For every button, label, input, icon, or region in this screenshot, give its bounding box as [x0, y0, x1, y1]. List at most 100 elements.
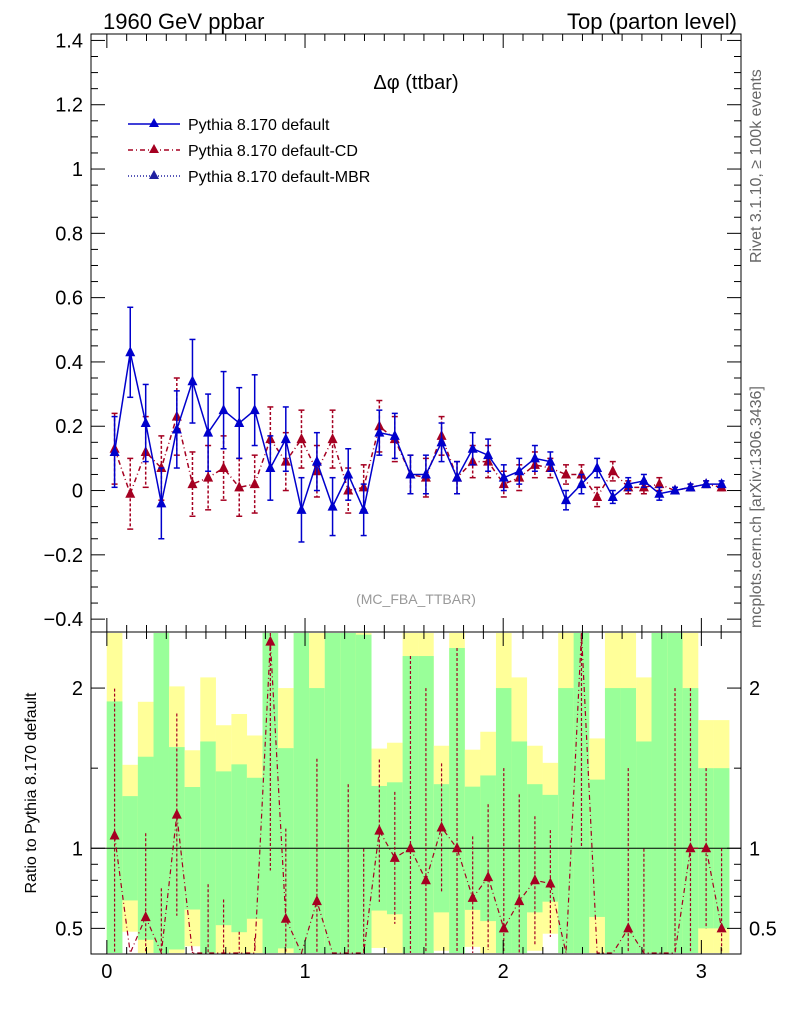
- ratio-point-cd: [265, 635, 276, 646]
- point-default: [218, 404, 229, 415]
- series-default: [109, 306, 727, 543]
- uncertainty-band-inner: [200, 741, 216, 953]
- analysis-tag: (MC_FBA_TTBAR): [356, 591, 476, 607]
- point-default: [374, 426, 385, 437]
- point-default: [296, 503, 307, 514]
- series-cd: [109, 377, 727, 530]
- uncertainty-band-inner: [340, 633, 357, 953]
- point-cd: [561, 468, 572, 479]
- point-default: [171, 423, 182, 434]
- legend-item-cd: Pythia 8.170 default-CD: [128, 143, 358, 160]
- point-default: [265, 462, 276, 473]
- ratio-point-cd: [109, 829, 120, 840]
- point-default: [156, 497, 167, 508]
- ratio-point-cd: [140, 911, 151, 922]
- header-right: Top (parton level): [567, 9, 737, 34]
- point-default: [203, 426, 214, 437]
- point-default: [327, 500, 338, 511]
- ratio-y-tick-label-left: 1: [72, 838, 83, 860]
- ratio-y-tick-label-right: 1: [749, 838, 760, 860]
- point-default: [140, 417, 151, 428]
- y-tick-label: 0.2: [55, 416, 83, 438]
- point-default: [576, 478, 587, 489]
- y-tick-label: −0.2: [44, 545, 83, 567]
- ratio-point-cd: [420, 874, 431, 885]
- uncertainty-band-inner: [636, 741, 652, 953]
- chart-title: Δφ (ttbar): [373, 72, 458, 94]
- point-cd: [249, 478, 260, 489]
- ratio-point-cd: [529, 874, 540, 885]
- header-left: 1960 GeV ppbar: [103, 9, 264, 34]
- uncertainty-band-inner: [324, 633, 341, 953]
- ratio-point-cd: [716, 922, 727, 933]
- x-tick-label: 1: [299, 961, 310, 983]
- ratio-line-cd: [113, 632, 723, 954]
- point-default: [623, 478, 634, 489]
- point-cd: [187, 478, 198, 489]
- point-cd: [592, 490, 603, 501]
- point-cd: [234, 481, 245, 492]
- x-tick-label: 2: [498, 961, 509, 983]
- point-cd: [576, 468, 587, 479]
- point-cd: [156, 462, 167, 473]
- point-default: [685, 481, 696, 492]
- uncertainty-band-inner: [651, 633, 668, 953]
- uncertainty-band-inner: [106, 701, 123, 953]
- legend-label-cd: Pythia 8.170 default-CD: [188, 143, 358, 160]
- ratio-point-cd: [311, 895, 322, 906]
- point-cd: [218, 462, 229, 473]
- point-cd: [296, 433, 307, 444]
- ratio-point-cd: [280, 912, 291, 923]
- point-default: [498, 471, 509, 482]
- source-label: mcplots.cern.ch [arXiv:1306.3436]: [748, 386, 765, 628]
- ratio-point-cd: [389, 851, 400, 862]
- point-default: [670, 484, 681, 495]
- main-plot: −0.4−0.200.20.40.60.811.21.4 Δφ (ttbar) …: [44, 30, 742, 633]
- point-cd: [203, 471, 214, 482]
- point-default: [716, 478, 727, 489]
- series-line-cd: [113, 413, 722, 499]
- rivet-version-label: Rivet 3.1.10, ≥ 100k events: [748, 69, 765, 263]
- point-default: [638, 474, 649, 485]
- point-default: [529, 452, 540, 463]
- point-cd: [125, 487, 136, 498]
- ratio-point-cd: [623, 922, 634, 933]
- ratio-point-cd: [374, 824, 385, 835]
- point-default: [467, 442, 478, 453]
- point-default: [701, 478, 712, 489]
- point-default: [389, 429, 400, 440]
- point-default: [592, 462, 603, 473]
- ratio-point-cd: [545, 877, 556, 888]
- uncertainty-band-inner: [558, 688, 574, 953]
- uncertainty-band-inner: [667, 633, 683, 953]
- y-tick-label: 1.2: [55, 95, 83, 117]
- ratio-point-cd: [701, 842, 712, 853]
- y-tick-label: 0.6: [55, 288, 83, 310]
- legend: Pythia 8.170 default Pythia 8.170 defaul…: [128, 117, 370, 186]
- y-tick-label: 0.4: [55, 352, 83, 374]
- series-line-default: [113, 352, 722, 513]
- point-default: [436, 436, 447, 447]
- legend-label-default: Pythia 8.170 default: [188, 117, 330, 134]
- ratio-point-cd: [685, 842, 696, 853]
- ratio-y-tick-label-left: 2: [72, 678, 83, 700]
- y-tick-label: 0: [72, 481, 83, 503]
- point-default: [234, 417, 245, 428]
- point-default: [343, 468, 354, 479]
- ratio-bands: [106, 633, 730, 953]
- ratio-point-cd: [514, 895, 525, 906]
- point-default: [420, 468, 431, 479]
- point-default: [358, 503, 369, 514]
- y-tick-label: 0.8: [55, 223, 83, 245]
- point-default: [483, 449, 494, 460]
- point-default: [249, 404, 260, 415]
- ratio-point-cd: [467, 891, 478, 902]
- uncertainty-band-inner: [604, 688, 621, 953]
- uncertainty-band-inner: [355, 634, 372, 953]
- uncertainty-band-inner: [402, 656, 419, 953]
- point-default: [187, 375, 198, 386]
- point-default: [311, 455, 322, 466]
- legend-label-mbr: Pythia 8.170 default-MBR: [188, 169, 370, 186]
- ratio-y-tick-label-right: 2: [749, 678, 760, 700]
